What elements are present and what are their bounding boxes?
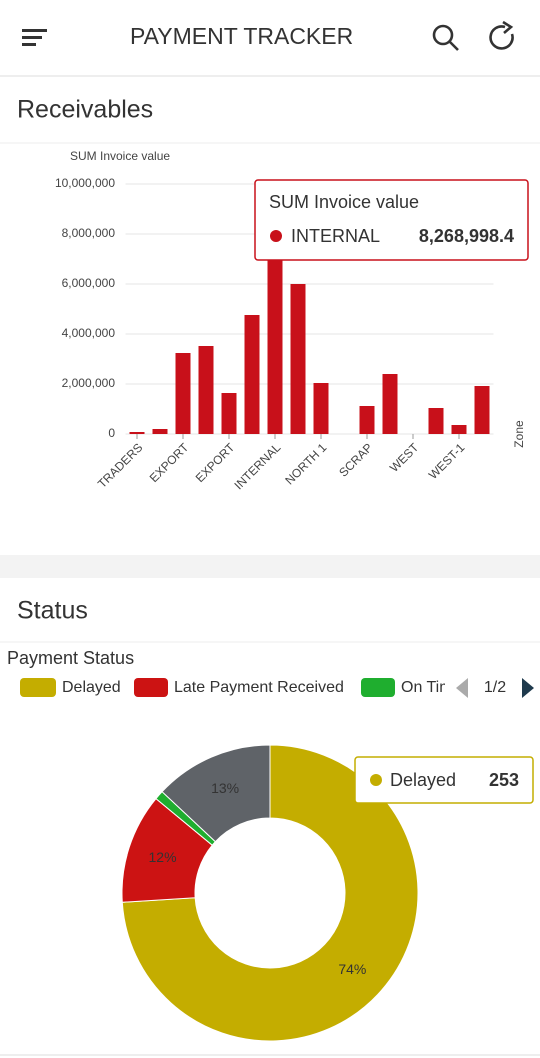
bar	[152, 429, 168, 434]
bar	[267, 227, 283, 434]
bar	[221, 393, 237, 434]
bar	[244, 315, 260, 434]
search-button[interactable]	[432, 24, 459, 51]
slice-label: 13%	[211, 780, 239, 796]
x-tick-label: NORTH 1	[282, 440, 329, 487]
pie-slice	[161, 744, 271, 843]
x-tick-label: EXPORT	[147, 440, 192, 485]
legend-label[interactable]: Late Payment Received	[174, 679, 344, 696]
bar	[382, 374, 398, 434]
tooltip	[254, 179, 529, 261]
tooltip-dot	[270, 230, 282, 242]
y-tick-label: 8,000,000	[62, 226, 116, 240]
x-tick-label: EXPORT	[193, 440, 238, 485]
bar	[129, 432, 145, 434]
legend-label[interactable]: On Time	[401, 679, 462, 696]
legend-prev[interactable]	[456, 678, 468, 698]
x-tick-label: SCRAP	[336, 440, 375, 479]
slice-label: 12%	[149, 849, 177, 865]
pie-slice	[121, 744, 419, 1042]
bar	[290, 284, 306, 434]
bar	[474, 386, 490, 434]
tooltip-value: 8,268,998.4	[419, 226, 514, 246]
tooltip	[354, 756, 534, 804]
legend-label[interactable]: Delayed	[62, 679, 121, 696]
x-tick-label: WEST	[387, 440, 422, 475]
app-title: PAYMENT TRACKER	[130, 23, 353, 49]
legend-next[interactable]	[522, 678, 534, 698]
section-gap	[0, 555, 540, 578]
y-tick-label: 6,000,000	[62, 276, 116, 290]
bar	[428, 408, 444, 434]
tooltip-label: INTERNAL	[291, 226, 380, 246]
refresh-button[interactable]	[489, 20, 514, 50]
bar	[175, 353, 191, 434]
y-axis-label: SUM Invoice value	[70, 149, 170, 163]
x-tick-label: WEST-1	[426, 440, 468, 482]
y-tick-label: 2,000,000	[62, 376, 116, 390]
y-tick-label: 4,000,000	[62, 326, 116, 340]
bar	[451, 425, 467, 434]
section-title: Status	[17, 597, 88, 625]
x-tick-label: INTERNAL	[232, 440, 284, 492]
tooltip-dot	[370, 774, 382, 786]
x-axis-label: Zone	[512, 420, 526, 448]
y-tick-label: 0	[108, 426, 115, 440]
tooltip-title: SUM Invoice value	[269, 192, 419, 212]
legend-swatch	[361, 678, 395, 697]
x-tick-label: TRADERS	[95, 440, 145, 490]
bar	[313, 383, 329, 434]
menu-button[interactable]	[22, 29, 47, 46]
bar	[359, 406, 375, 434]
legend-swatch	[20, 678, 56, 697]
legend-page: 1/2	[484, 679, 506, 696]
legend-swatch	[134, 678, 168, 697]
slice-label: 74%	[338, 961, 366, 977]
chart-title: Payment Status	[7, 648, 134, 668]
tooltip-value: 253	[489, 770, 519, 790]
legend: Delayed Late Payment Received On Time	[20, 678, 462, 697]
tooltip-label: Delayed	[390, 770, 456, 790]
section-title: Receivables	[17, 96, 153, 124]
y-tick-label: 10,000,000	[55, 176, 115, 190]
bar	[198, 346, 214, 434]
